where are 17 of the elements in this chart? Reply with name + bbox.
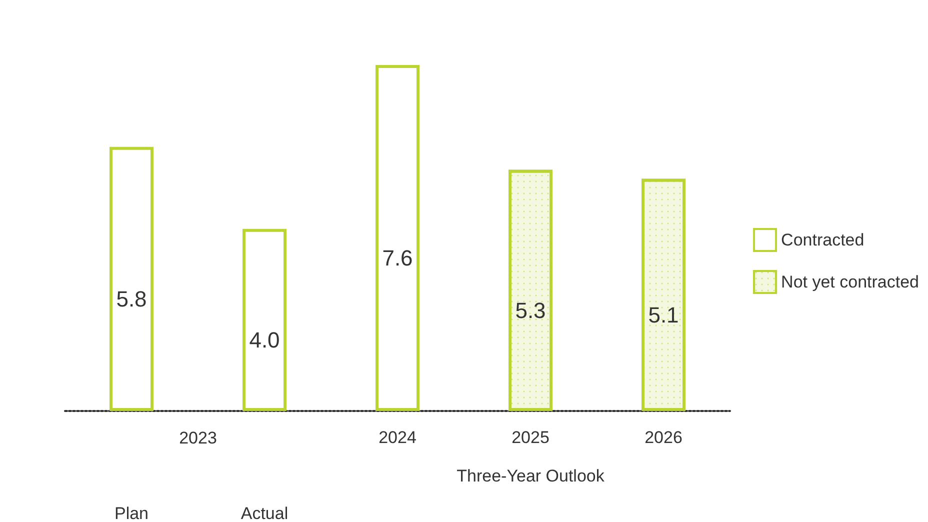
data-label: 5.8 [116, 286, 147, 312]
x-tick-label: Plan [114, 504, 149, 522]
x-tick-label: 2024 [378, 428, 416, 447]
bar [242, 228, 286, 411]
text: Three-Year Outlook [456, 466, 605, 486]
bar [376, 64, 420, 411]
data-label: 7.6 [382, 245, 413, 270]
legend-label: Not yet contracted [781, 272, 920, 292]
data-label: 4.0 [249, 327, 280, 352]
x-tick-label: 2026 [644, 428, 682, 447]
x-tick-label: Actual [240, 504, 288, 522]
legend-label: Contracted [781, 230, 864, 250]
text: 2023 [179, 428, 217, 448]
x-tick-label: 2025 [512, 428, 550, 447]
data-label: 5.3 [515, 298, 546, 323]
data-label: 5.1 [648, 302, 679, 328]
bar [110, 146, 154, 411]
